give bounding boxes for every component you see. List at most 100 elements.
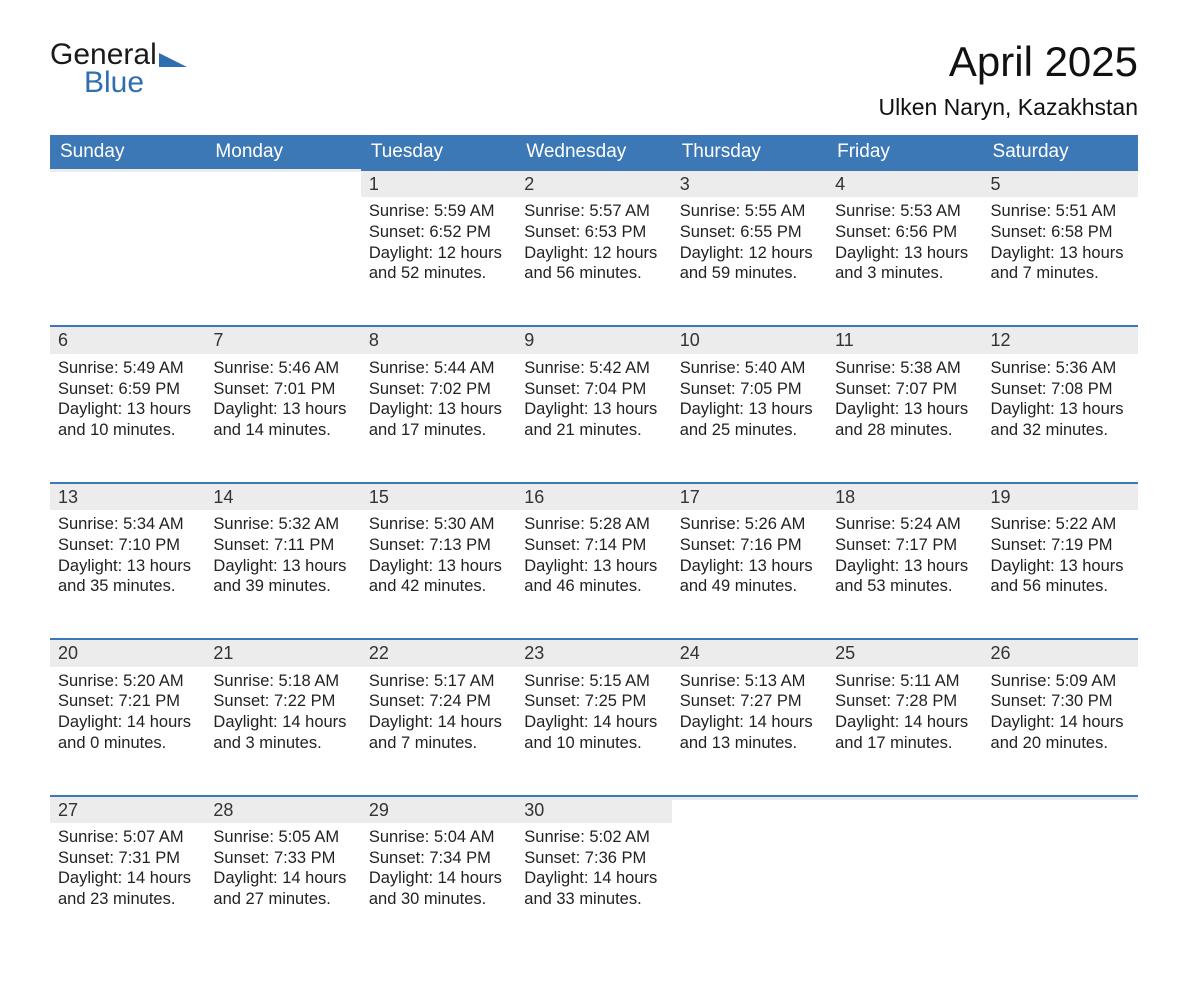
calendar-cell: Sunrise: 5:28 AMSunset: 7:14 PMDaylight:…: [516, 510, 671, 638]
sunrise-line: Sunrise: 5:36 AM: [991, 358, 1130, 379]
day-number: 4: [827, 169, 982, 197]
sunset-line: Sunset: 7:33 PM: [213, 848, 352, 869]
day-details: Sunrise: 5:42 AMSunset: 7:04 PMDaylight:…: [516, 354, 671, 451]
day-number: 1: [361, 169, 516, 197]
calendar-cell: Sunrise: 5:04 AMSunset: 7:34 PMDaylight:…: [361, 823, 516, 951]
weekday-header: Saturday: [983, 135, 1138, 169]
calendar-cell: Sunrise: 5:42 AMSunset: 7:04 PMDaylight:…: [516, 354, 671, 482]
sunrise-line: Sunrise: 5:05 AM: [213, 827, 352, 848]
daylight-line: Daylight: 14 hours and 3 minutes.: [213, 712, 352, 753]
daylight-line: Daylight: 14 hours and 0 minutes.: [58, 712, 197, 753]
day-number: 20: [50, 638, 205, 666]
day-number: [205, 169, 360, 172]
calendar-cell: Sunrise: 5:30 AMSunset: 7:13 PMDaylight:…: [361, 510, 516, 638]
day-number: 30: [516, 795, 671, 823]
sunrise-line: Sunrise: 5:42 AM: [524, 358, 663, 379]
day-details: Sunrise: 5:15 AMSunset: 7:25 PMDaylight:…: [516, 667, 671, 764]
calendar-cell: Sunrise: 5:02 AMSunset: 7:36 PMDaylight:…: [516, 823, 671, 951]
calendar-cell: Sunrise: 5:44 AMSunset: 7:02 PMDaylight:…: [361, 354, 516, 482]
day-number: 19: [983, 482, 1138, 510]
sunset-line: Sunset: 6:56 PM: [835, 222, 974, 243]
sunset-line: Sunset: 7:02 PM: [369, 379, 508, 400]
sunset-line: Sunset: 7:30 PM: [991, 691, 1130, 712]
sunrise-line: Sunrise: 5:02 AM: [524, 827, 663, 848]
calendar-cell: Sunrise: 5:34 AMSunset: 7:10 PMDaylight:…: [50, 510, 205, 638]
daylight-line: Daylight: 12 hours and 52 minutes.: [369, 243, 508, 284]
day-number: 7: [205, 325, 360, 353]
calendar-cell: Sunrise: 5:22 AMSunset: 7:19 PMDaylight:…: [983, 510, 1138, 638]
day-number: 17: [672, 482, 827, 510]
day-number: 14: [205, 482, 360, 510]
day-details: Sunrise: 5:44 AMSunset: 7:02 PMDaylight:…: [361, 354, 516, 451]
sunrise-line: Sunrise: 5:28 AM: [524, 514, 663, 535]
weekday-header: Tuesday: [361, 135, 516, 169]
day-number: 21: [205, 638, 360, 666]
title-block: April 2025 Ulken Naryn, Kazakhstan: [878, 40, 1138, 121]
day-details: Sunrise: 5:20 AMSunset: 7:21 PMDaylight:…: [50, 667, 205, 764]
weekday-header: Thursday: [672, 135, 827, 169]
calendar-cell: [672, 823, 827, 951]
daylight-line: Daylight: 13 hours and 42 minutes.: [369, 556, 508, 597]
sunset-line: Sunset: 7:04 PM: [524, 379, 663, 400]
sunrise-line: Sunrise: 5:30 AM: [369, 514, 508, 535]
page-header: General Blue April 2025 Ulken Naryn, Kaz…: [50, 40, 1138, 121]
daylight-line: Daylight: 13 hours and 49 minutes.: [680, 556, 819, 597]
day-number: [983, 795, 1138, 800]
sunrise-line: Sunrise: 5:18 AM: [213, 671, 352, 692]
day-details: Sunrise: 5:04 AMSunset: 7:34 PMDaylight:…: [361, 823, 516, 920]
calendar-cell: Sunrise: 5:57 AMSunset: 6:53 PMDaylight:…: [516, 197, 671, 325]
sunset-line: Sunset: 7:24 PM: [369, 691, 508, 712]
day-number: 2: [516, 169, 671, 197]
day-details: Sunrise: 5:18 AMSunset: 7:22 PMDaylight:…: [205, 667, 360, 764]
day-details: Sunrise: 5:46 AMSunset: 7:01 PMDaylight:…: [205, 354, 360, 451]
sunset-line: Sunset: 7:17 PM: [835, 535, 974, 556]
day-details: Sunrise: 5:40 AMSunset: 7:05 PMDaylight:…: [672, 354, 827, 451]
sunrise-line: Sunrise: 5:55 AM: [680, 201, 819, 222]
daylight-line: Daylight: 13 hours and 14 minutes.: [213, 399, 352, 440]
logo-word-2: Blue: [84, 68, 187, 98]
sunrise-line: Sunrise: 5:40 AM: [680, 358, 819, 379]
sunset-line: Sunset: 7:25 PM: [524, 691, 663, 712]
calendar-cell: Sunrise: 5:26 AMSunset: 7:16 PMDaylight:…: [672, 510, 827, 638]
calendar-cell: Sunrise: 5:13 AMSunset: 7:27 PMDaylight:…: [672, 667, 827, 795]
sunrise-line: Sunrise: 5:59 AM: [369, 201, 508, 222]
sunset-line: Sunset: 7:16 PM: [680, 535, 819, 556]
day-number: 15: [361, 482, 516, 510]
sunset-line: Sunset: 7:21 PM: [58, 691, 197, 712]
calendar-cell: [50, 197, 205, 325]
daylight-line: Daylight: 14 hours and 27 minutes.: [213, 868, 352, 909]
day-details: Sunrise: 5:26 AMSunset: 7:16 PMDaylight:…: [672, 510, 827, 607]
calendar-cell: Sunrise: 5:38 AMSunset: 7:07 PMDaylight:…: [827, 354, 982, 482]
sunrise-line: Sunrise: 5:22 AM: [991, 514, 1130, 535]
day-number: 9: [516, 325, 671, 353]
sunrise-line: Sunrise: 5:26 AM: [680, 514, 819, 535]
sunset-line: Sunset: 6:58 PM: [991, 222, 1130, 243]
calendar-cell: [983, 823, 1138, 951]
sunset-line: Sunset: 6:59 PM: [58, 379, 197, 400]
daylight-line: Daylight: 13 hours and 3 minutes.: [835, 243, 974, 284]
sunset-line: Sunset: 7:34 PM: [369, 848, 508, 869]
sunset-line: Sunset: 7:11 PM: [213, 535, 352, 556]
daylight-line: Daylight: 14 hours and 7 minutes.: [369, 712, 508, 753]
day-number: 3: [672, 169, 827, 197]
calendar-cell: Sunrise: 5:40 AMSunset: 7:05 PMDaylight:…: [672, 354, 827, 482]
sunrise-line: Sunrise: 5:57 AM: [524, 201, 663, 222]
day-number: 16: [516, 482, 671, 510]
day-details: Sunrise: 5:32 AMSunset: 7:11 PMDaylight:…: [205, 510, 360, 607]
calendar-cell: Sunrise: 5:15 AMSunset: 7:25 PMDaylight:…: [516, 667, 671, 795]
day-number: 10: [672, 325, 827, 353]
daylight-line: Daylight: 14 hours and 20 minutes.: [991, 712, 1130, 753]
day-number: [50, 169, 205, 172]
sunrise-line: Sunrise: 5:38 AM: [835, 358, 974, 379]
day-number: 26: [983, 638, 1138, 666]
calendar-cell: [205, 197, 360, 325]
day-details: Sunrise: 5:55 AMSunset: 6:55 PMDaylight:…: [672, 197, 827, 294]
day-number: 22: [361, 638, 516, 666]
day-details: Sunrise: 5:11 AMSunset: 7:28 PMDaylight:…: [827, 667, 982, 764]
day-number: 27: [50, 795, 205, 823]
sunset-line: Sunset: 7:05 PM: [680, 379, 819, 400]
day-details: Sunrise: 5:09 AMSunset: 7:30 PMDaylight:…: [983, 667, 1138, 764]
day-details: Sunrise: 5:34 AMSunset: 7:10 PMDaylight:…: [50, 510, 205, 607]
calendar-cell: Sunrise: 5:24 AMSunset: 7:17 PMDaylight:…: [827, 510, 982, 638]
logo: General Blue: [50, 40, 187, 98]
